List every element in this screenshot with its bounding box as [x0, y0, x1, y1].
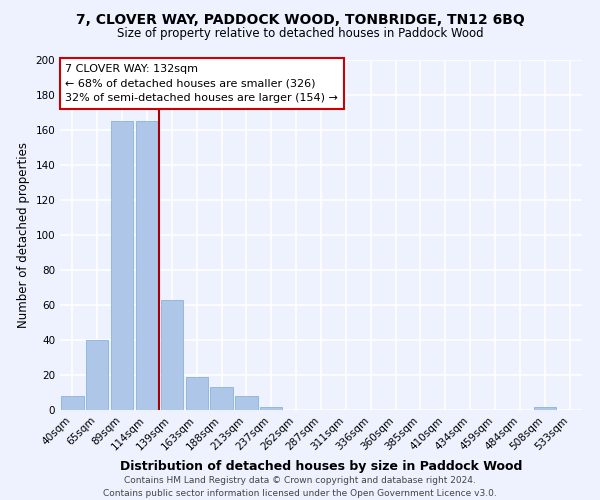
Bar	[185, 377, 208, 410]
Text: 7 CLOVER WAY: 132sqm
← 68% of detached houses are smaller (326)
32% of semi-deta: 7 CLOVER WAY: 132sqm ← 68% of detached h…	[65, 64, 338, 103]
Text: Contains HM Land Registry data © Crown copyright and database right 2024.
Contai: Contains HM Land Registry data © Crown c…	[103, 476, 497, 498]
Bar	[86, 340, 109, 410]
X-axis label: Distribution of detached houses by size in Paddock Wood: Distribution of detached houses by size …	[120, 460, 522, 473]
Y-axis label: Number of detached properties: Number of detached properties	[17, 142, 30, 328]
Bar	[211, 387, 233, 410]
Text: 7, CLOVER WAY, PADDOCK WOOD, TONBRIDGE, TN12 6BQ: 7, CLOVER WAY, PADDOCK WOOD, TONBRIDGE, …	[76, 12, 524, 26]
Bar	[61, 396, 83, 410]
Bar	[235, 396, 257, 410]
Bar	[533, 406, 556, 410]
Bar	[111, 122, 133, 410]
Bar	[136, 122, 158, 410]
Bar	[161, 300, 183, 410]
Bar	[260, 406, 283, 410]
Text: Size of property relative to detached houses in Paddock Wood: Size of property relative to detached ho…	[116, 28, 484, 40]
